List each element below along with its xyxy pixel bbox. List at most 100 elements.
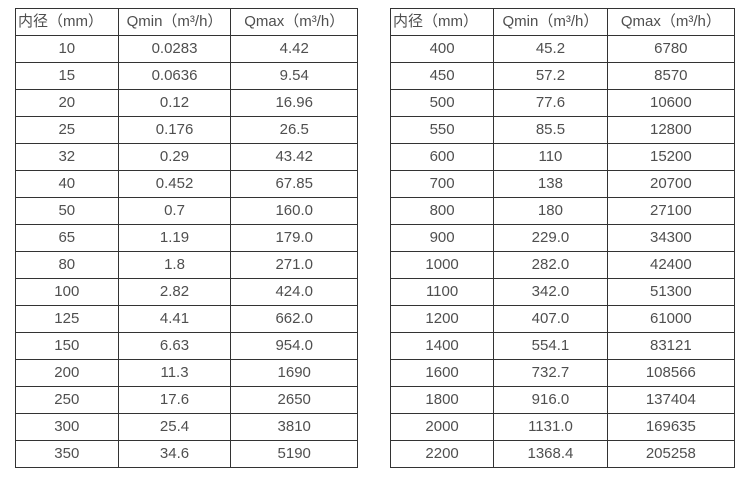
table-cell: 250	[15, 386, 119, 414]
table-cell: 16.96	[230, 89, 358, 117]
table-cell: 400	[389, 35, 495, 63]
table-cell: 0.12	[117, 89, 232, 117]
table-cell: 4.42	[230, 35, 358, 63]
table-cell: 26.5	[230, 116, 358, 144]
table-row: 10 0.0283 4.42	[15, 35, 358, 63]
table-row: 200 11.3 1690	[15, 359, 358, 387]
table-cell: 20	[15, 89, 119, 117]
table-cell: 0.7	[117, 197, 232, 225]
column-header: 内径（mm）	[15, 8, 119, 36]
table-row: 550 85.5 12800	[389, 116, 736, 144]
table-row: 2200 1368.4 205258	[389, 440, 736, 468]
table-row: 800 180 27100	[389, 197, 736, 225]
table-cell: 2200	[389, 440, 495, 468]
table-row: 20 0.12 16.96	[15, 89, 358, 117]
table-row: 32 0.29 43.42	[15, 143, 358, 171]
table-cell: 0.176	[117, 116, 232, 144]
table-cell: 450	[389, 62, 495, 90]
table-cell: 342.0	[493, 278, 608, 306]
table-cell: 271.0	[230, 251, 358, 279]
table-cell: 40	[15, 170, 119, 198]
table-cell: 137404	[606, 386, 736, 414]
table-cell: 6780	[606, 35, 736, 63]
table-cell: 180	[493, 197, 608, 225]
table-row: 250 17.6 2650	[15, 386, 358, 414]
table-row: 150 6.63 954.0	[15, 332, 358, 360]
table-cell: 32	[15, 143, 119, 171]
table-cell: 138	[493, 170, 608, 198]
table-cell: 25.4	[117, 413, 232, 441]
table-cell: 17.6	[117, 386, 232, 414]
table-cell: 0.0283	[117, 35, 232, 63]
table-cell: 424.0	[230, 278, 358, 306]
table-cell: 1131.0	[493, 413, 608, 441]
table-row: 1600 732.7 108566	[389, 359, 736, 387]
table-cell: 916.0	[493, 386, 608, 414]
table-cell: 20700	[606, 170, 736, 198]
table-row: 125 4.41 662.0	[15, 305, 358, 333]
table-row: 1000 282.0 42400	[389, 251, 736, 279]
table-row: 450 57.2 8570	[389, 62, 736, 90]
table-cell: 2000	[389, 413, 495, 441]
table-cell: 110	[493, 143, 608, 171]
table-cell: 282.0	[493, 251, 608, 279]
table-cell: 45.2	[493, 35, 608, 63]
table-cell: 1368.4	[493, 440, 608, 468]
table-row: 2000 1131.0 169635	[389, 413, 736, 441]
table-row: 600 110 15200	[389, 143, 736, 171]
table-cell: 954.0	[230, 332, 358, 360]
table-cell: 550	[389, 116, 495, 144]
table-cell: 1600	[389, 359, 495, 387]
table-cell: 407.0	[493, 305, 608, 333]
table-cell: 900	[389, 224, 495, 252]
table-row: 40 0.452 67.85	[15, 170, 358, 198]
table-cell: 43.42	[230, 143, 358, 171]
table-cell: 0.29	[117, 143, 232, 171]
table-row: 1400 554.1 83121	[389, 332, 736, 360]
table-row: 400 45.2 6780	[389, 35, 736, 63]
table-row: 700 138 20700	[389, 170, 736, 198]
table-cell: 200	[15, 359, 119, 387]
table-cell: 83121	[606, 332, 736, 360]
table-cell: 1.19	[117, 224, 232, 252]
table-row: 1800 916.0 137404	[389, 386, 736, 414]
table-cell: 42400	[606, 251, 736, 279]
table-row: 350 34.6 5190	[15, 440, 358, 468]
table-cell: 2650	[230, 386, 358, 414]
table-cell: 1200	[389, 305, 495, 333]
table-cell: 77.6	[493, 89, 608, 117]
table-row: 1200 407.0 61000	[389, 305, 736, 333]
table-cell: 51300	[606, 278, 736, 306]
table-cell: 85.5	[493, 116, 608, 144]
table-cell: 1400	[389, 332, 495, 360]
table-cell: 160.0	[230, 197, 358, 225]
table-cell: 1690	[230, 359, 358, 387]
table-cell: 125	[15, 305, 119, 333]
table-cell: 1.8	[117, 251, 232, 279]
table-cell: 1800	[389, 386, 495, 414]
table-cell: 50	[15, 197, 119, 225]
table-cell: 350	[15, 440, 119, 468]
table-cell: 179.0	[230, 224, 358, 252]
table-cell: 169635	[606, 413, 736, 441]
table-cell: 80	[15, 251, 119, 279]
table-row: 65 1.19 179.0	[15, 224, 358, 252]
table-cell: 6.63	[117, 332, 232, 360]
table-cell: 5190	[230, 440, 358, 468]
flow-table-large-diameters: 内径（mm） Qmin（m³/h） Qmax（m³/h） 400 45.2 6780 450…	[389, 8, 736, 468]
table-cell: 27100	[606, 197, 736, 225]
table-cell: 61000	[606, 305, 736, 333]
table-cell: 700	[389, 170, 495, 198]
table-cell: 4.41	[117, 305, 232, 333]
table-cell: 34300	[606, 224, 736, 252]
table-cell: 1000	[389, 251, 495, 279]
column-header: Qmin（m³/h）	[493, 8, 608, 36]
table-cell: 10600	[606, 89, 736, 117]
table-cell: 150	[15, 332, 119, 360]
table-cell: 205258	[606, 440, 736, 468]
table-cell: 34.6	[117, 440, 232, 468]
table-cell: 662.0	[230, 305, 358, 333]
table-cell: 11.3	[117, 359, 232, 387]
table-cell: 25	[15, 116, 119, 144]
